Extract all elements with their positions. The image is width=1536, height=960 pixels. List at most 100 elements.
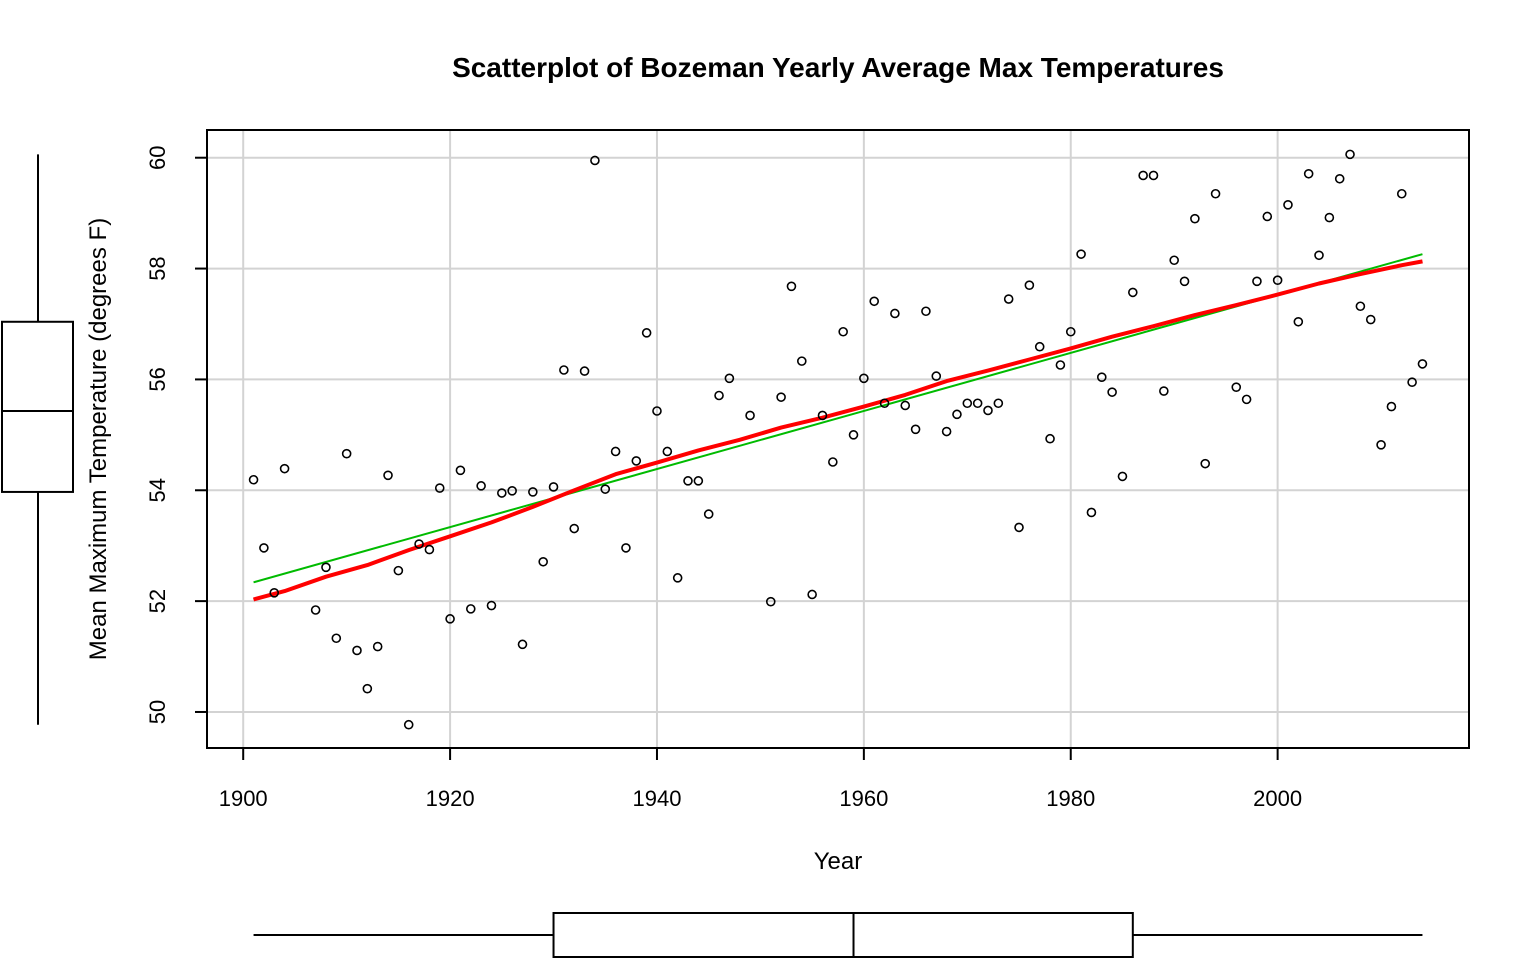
scatter-point (1014, 522, 1024, 533)
y-boxplot (1, 154, 74, 725)
scatter-point (869, 296, 880, 307)
x-box-iqr (552, 912, 1134, 958)
scatter-point (1096, 372, 1107, 383)
scatter-point (610, 446, 621, 457)
scatter-point (1117, 471, 1128, 482)
scatter-point (1252, 276, 1262, 287)
scatter-point (414, 539, 424, 549)
scatter-point (807, 589, 817, 600)
scatter-point (1024, 280, 1035, 290)
scatter-point (1179, 276, 1190, 287)
scatter-point (590, 155, 600, 166)
scatter-point (393, 565, 404, 576)
scatter-point (1345, 149, 1355, 160)
scatter-point (372, 641, 383, 652)
scatter-point (1376, 440, 1386, 450)
scatter-point (859, 373, 869, 384)
scatter-point (776, 392, 786, 402)
scatter-point (445, 614, 455, 624)
scatter-point (352, 645, 362, 656)
scatter-point (1283, 200, 1293, 210)
scatter-point (641, 328, 652, 338)
scatter-point (1159, 386, 1169, 396)
scatter-point (1407, 377, 1417, 387)
scatter-point (1417, 359, 1428, 369)
scatter-point (403, 719, 414, 730)
y-tick-label: 54 (145, 478, 170, 502)
scatter-point (1076, 249, 1086, 259)
scatter-point (1365, 314, 1376, 325)
y-tick-label: 52 (145, 589, 170, 613)
scatter-point (796, 356, 807, 366)
scatter-point (538, 556, 548, 567)
scatter-point (1355, 301, 1366, 312)
scatter-point (1386, 401, 1397, 412)
scatter-point (362, 683, 373, 694)
y-tick-label: 58 (145, 256, 170, 280)
scatter-point (941, 426, 952, 437)
x-axis-label: Year (814, 848, 863, 875)
chart-title: Scatterplot of Bozeman Yearly Average Ma… (452, 52, 1224, 83)
scatter-point (1293, 316, 1304, 327)
x-tick-label: 1980 (1046, 786, 1095, 811)
scatter-point (424, 544, 435, 555)
scatter-point (1262, 211, 1273, 222)
scatter-point (972, 398, 983, 409)
scatter-point (683, 476, 693, 486)
scatter-point (248, 474, 259, 485)
scatter-point (662, 446, 673, 457)
x-tick-label: 1920 (426, 786, 475, 811)
smooth-fit-series (252, 259, 1423, 602)
grid (207, 130, 1469, 748)
y-tick-label: 60 (145, 145, 170, 169)
scatter-point (921, 306, 931, 317)
scatter-point (528, 487, 538, 497)
scatter-point (931, 371, 942, 381)
scatter-point (1055, 360, 1066, 370)
scatter-point (1200, 458, 1211, 469)
scatter-point (548, 482, 559, 492)
scatter-point (1045, 433, 1055, 444)
scatter-point (1138, 170, 1148, 181)
x-boxplot (253, 912, 1423, 958)
scatter-point (579, 366, 590, 376)
scatter-point (1107, 387, 1117, 397)
scatter-point (559, 365, 569, 375)
scatter-point (745, 410, 755, 421)
scatter-point (486, 600, 497, 611)
scatter-point (465, 604, 476, 614)
scatter-point (714, 390, 724, 401)
scatter-points (248, 149, 1428, 730)
scatter-point (321, 562, 331, 573)
scatter-point (497, 488, 507, 498)
y-axis: 50 52 54 56 58 60 (145, 145, 208, 724)
scatter-point (817, 410, 828, 421)
smooth-fit-line (252, 259, 1423, 602)
scatter-point (1190, 213, 1200, 224)
scatter-point (1241, 394, 1252, 405)
scatter-point (1272, 275, 1283, 286)
scatter-point (962, 398, 973, 409)
scatter-point (434, 483, 445, 493)
scatter-point (703, 509, 714, 519)
scatter-point (600, 484, 611, 494)
scatter-point (331, 633, 342, 644)
scatter-point (269, 588, 280, 598)
y-tick-label: 56 (145, 367, 170, 391)
scatter-point (310, 605, 321, 615)
scatter-point (983, 405, 993, 416)
x-tick-label: 2000 (1253, 786, 1302, 811)
scatter-point (455, 465, 466, 476)
scatter-point (910, 424, 921, 435)
scatter-point (1034, 341, 1045, 352)
plot-frame (206, 129, 1470, 749)
scatter-point (1086, 507, 1097, 518)
scatter-point (631, 456, 642, 466)
scatter-point (1396, 188, 1407, 199)
scatter-point (890, 308, 900, 319)
scatter-point (341, 448, 352, 459)
scatter-point (279, 463, 290, 474)
scatter-point (724, 373, 735, 384)
scatter-point (848, 430, 859, 440)
